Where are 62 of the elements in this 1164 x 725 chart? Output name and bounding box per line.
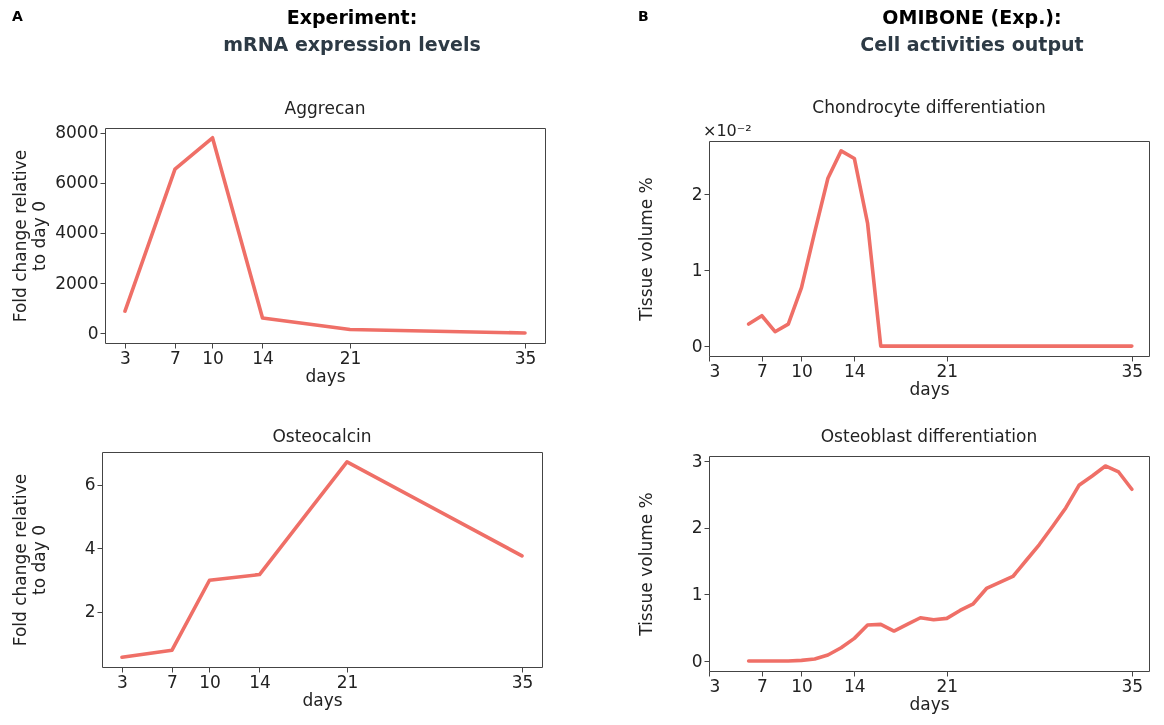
y-tick-label: 6000: [55, 172, 99, 193]
x-axis-title: days: [909, 693, 950, 714]
y-tick-label: 0: [691, 335, 703, 356]
chart-title: Aggrecan: [284, 97, 366, 118]
x-tick-label: 21: [339, 347, 362, 368]
x-tick-label: 3: [709, 675, 721, 696]
y-tick-label: 0: [87, 322, 99, 343]
x-tick-label: 7: [756, 675, 768, 696]
y-tick-label: 3: [691, 450, 703, 471]
x-tick-label: 35: [1121, 360, 1144, 381]
y-tick-label: 2: [691, 517, 703, 538]
y-tick-label: 4: [84, 537, 96, 558]
x-tick-label: 10: [202, 347, 224, 368]
text: ×10⁻²: [703, 121, 752, 140]
y-axis-title: Tissue volume %: [635, 177, 656, 322]
x-tick-label: 14: [844, 675, 866, 696]
chart-title: Chondrocyte differentiation: [812, 97, 1046, 117]
y-tick-label: 4000: [55, 222, 99, 243]
text: mRNA expression levels: [222, 32, 482, 57]
x-tick-label: 14: [252, 347, 274, 368]
y-tick-label: 0: [691, 650, 703, 671]
y-tick-label: 2: [691, 183, 703, 204]
x-tick-label: 21: [936, 675, 959, 696]
x-tick-label: 21: [936, 360, 959, 381]
x-tick-label: 7: [167, 671, 178, 692]
y-tick-label: 2000: [55, 272, 99, 293]
x-tick-label: 3: [709, 360, 721, 381]
text: A: [12, 8, 23, 24]
y-tick-label: 8000: [55, 122, 99, 143]
x-tick-label: 35: [514, 347, 537, 368]
x-axis-title: days: [909, 378, 950, 399]
y-tick-label: 1: [691, 259, 703, 280]
line-series: [120, 460, 524, 659]
x-tick-label: 35: [511, 671, 534, 692]
x-tick-label: 7: [170, 347, 181, 368]
x-tick-label: 35: [1121, 675, 1144, 696]
y-axis-title: Tissue volume %: [635, 492, 656, 637]
line-series: [746, 149, 1134, 348]
text: B: [638, 8, 649, 24]
text: Cell activities output: [859, 32, 1085, 57]
x-axis-title: days: [305, 365, 346, 386]
y-tick-label: 2: [84, 601, 96, 622]
y-tick-label: 6: [84, 474, 96, 495]
x-tick-label: 10: [791, 360, 813, 381]
x-tick-label: 14: [249, 671, 271, 692]
y-tick-label: 1: [691, 583, 703, 604]
x-tick-label: 14: [844, 360, 866, 381]
y-axis-title: Fold change relative to day 0: [10, 149, 50, 323]
x-axis-title: days: [302, 689, 343, 710]
line-series: [123, 135, 527, 335]
text: OMIBONE (Exp.):: [881, 5, 1063, 30]
x-tick-label: 3: [120, 347, 131, 368]
x-tick-label: 21: [336, 671, 359, 692]
chart-title: Osteocalcin: [272, 426, 372, 446]
line-series: [746, 464, 1134, 663]
y-axis-title: Fold change relative to day 0: [9, 473, 49, 647]
x-tick-label: 10: [199, 671, 221, 692]
chart-title: Osteoblast differentiation: [820, 426, 1038, 447]
x-tick-label: 7: [756, 360, 768, 381]
x-tick-label: 10: [791, 675, 813, 696]
x-tick-label: 3: [117, 671, 128, 692]
text: Experiment:: [285, 5, 419, 30]
